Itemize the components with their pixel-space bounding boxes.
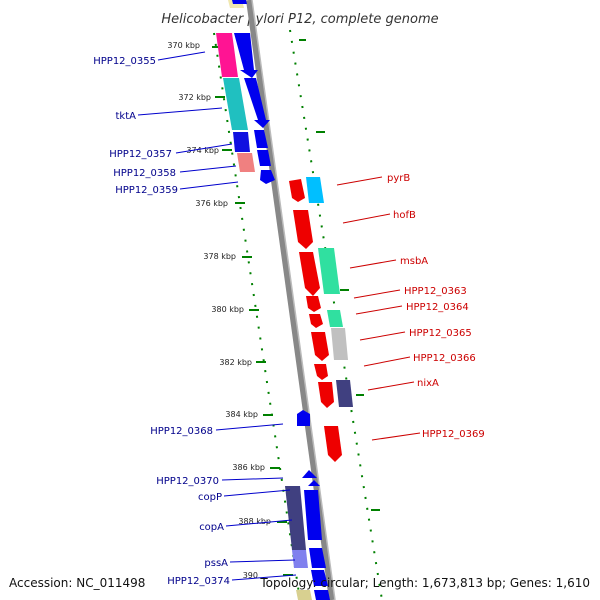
- cog-block: [296, 590, 312, 600]
- gene-label-HPP12_0358[interactable]: HPP12_0358: [113, 168, 176, 179]
- gene-arrow-plus[interactable]: [260, 170, 275, 184]
- gene-arrow-plus[interactable]: [304, 490, 322, 540]
- cog-block: [285, 486, 306, 550]
- kbp-label: 378 kbp: [203, 252, 236, 261]
- cog-block: [233, 132, 250, 152]
- gene-arrow-minus[interactable]: [311, 332, 329, 361]
- kbp-label: 376 kbp: [195, 199, 228, 208]
- map-title: Helicobacter pylori P12, complete genome: [161, 12, 438, 27]
- gene-label-HPP12_0374[interactable]: HPP12_0374: [167, 576, 230, 587]
- gene-arrow-minus[interactable]: [324, 426, 342, 462]
- gene-arrow-plus[interactable]: [232, 0, 247, 4]
- gene-arrow-minus[interactable]: [309, 314, 323, 328]
- gene-label-HPP12_0366[interactable]: HPP12_0366: [413, 353, 476, 364]
- kbp-label: 380 kbp: [211, 305, 244, 314]
- gene-arrow-minus[interactable]: [306, 296, 321, 312]
- gene-arrow-plus[interactable]: [311, 570, 328, 586]
- gene-label-pyrB[interactable]: pyrB: [387, 173, 410, 184]
- kbp-label: 388 kbp: [238, 517, 271, 526]
- left-leader-lines: [137, 51, 297, 581]
- gene-label-HPP12_0364[interactable]: HPP12_0364: [406, 302, 469, 313]
- kbp-label: 372 kbp: [178, 93, 211, 102]
- kbp-label: 390: [243, 571, 258, 580]
- cog-block: [216, 33, 238, 77]
- gene-arrow-minus[interactable]: [293, 210, 313, 249]
- accession-text: Accession: NC_011498: [9, 576, 145, 590]
- gene-label-hofB[interactable]: hofB: [393, 210, 416, 221]
- gene-arrow-plus[interactable]: [309, 548, 326, 568]
- kbp-label: 374 kbp: [186, 146, 219, 155]
- cog-block: [331, 328, 348, 360]
- kbp-label: 370 kbp: [167, 41, 200, 50]
- genome-backbone-highlight: [251, 0, 336, 600]
- gene-label-copA[interactable]: copA: [199, 522, 224, 533]
- inner-guide-line: [213, 32, 301, 600]
- gene-arrow-plus[interactable]: [234, 33, 258, 78]
- gene-label-nixA[interactable]: nixA: [417, 378, 439, 389]
- gene-arrow-plus[interactable]: [314, 590, 330, 600]
- gene-label-msbA[interactable]: msbA: [400, 256, 428, 267]
- gene-arrow-plus[interactable]: [302, 470, 317, 478]
- cog-block: [327, 310, 343, 327]
- cog-block: [237, 153, 255, 172]
- cog-block: [336, 380, 353, 407]
- gene-arrow-plus[interactable]: [257, 150, 271, 166]
- gene-label-HPP12_0357[interactable]: HPP12_0357: [109, 149, 172, 160]
- topology-text: Topology: circular; Length: 1,673,813 bp…: [259, 576, 590, 590]
- kbp-label: 382 kbp: [219, 358, 252, 367]
- cog-block: [306, 177, 324, 203]
- gene-label-HPP12_0359[interactable]: HPP12_0359: [115, 185, 178, 196]
- cog-block: [318, 248, 340, 294]
- gene-arrow-minus[interactable]: [314, 364, 328, 380]
- gene-arrow-plus[interactable]: [308, 480, 320, 486]
- gene-label-pssA[interactable]: pssA: [204, 558, 228, 569]
- gene-label-HPP12_0369[interactable]: HPP12_0369: [422, 429, 485, 440]
- gene-label-HPP12_0363[interactable]: HPP12_0363: [404, 286, 467, 297]
- gene-label-HPP12_0368[interactable]: HPP12_0368: [150, 426, 213, 437]
- right-leader-lines: [336, 176, 421, 441]
- gene-arrow-plus[interactable]: [244, 78, 270, 128]
- gene-label-HPP12_0370[interactable]: HPP12_0370: [156, 476, 219, 487]
- gene-label-tktA[interactable]: tktA: [116, 111, 137, 122]
- gene-arrow-plus[interactable]: [254, 130, 268, 148]
- gene-label-HPP12_0355[interactable]: HPP12_0355: [93, 56, 156, 67]
- gene-label-HPP12_0365[interactable]: HPP12_0365: [409, 328, 472, 339]
- cog-block: [223, 78, 248, 130]
- gene-arrow-minus[interactable]: [318, 382, 334, 408]
- kbp-label: 386 kbp: [232, 463, 265, 472]
- outer-ticks: [299, 39, 380, 511]
- gene-arrow-plus[interactable]: [297, 410, 310, 426]
- kbp-label: 384 kbp: [225, 410, 258, 419]
- cog-block: [292, 550, 308, 568]
- gene-arrow-minus[interactable]: [289, 179, 305, 202]
- gene-label-copP[interactable]: copP: [198, 492, 222, 503]
- gene-arrow-minus[interactable]: [299, 252, 320, 296]
